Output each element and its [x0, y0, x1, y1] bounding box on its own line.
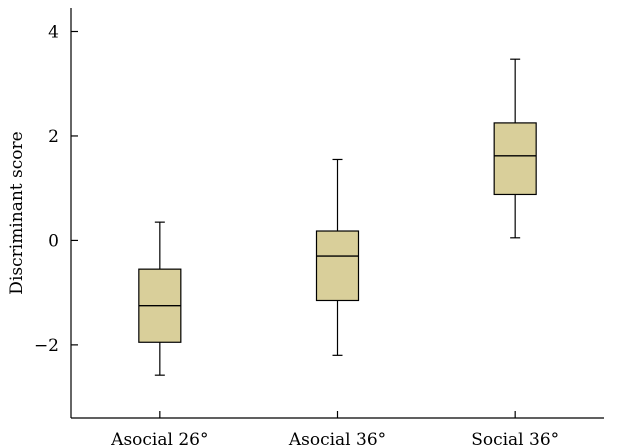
- iqr-box: [493, 122, 537, 196]
- x-tick-label: Asocial 36°: [288, 430, 386, 448]
- y-ticks: −2 0 2 4: [34, 23, 78, 356]
- box-group: [493, 58, 537, 239]
- x-ticks: Asocial 26° Asocial 36° Social 36°: [110, 411, 559, 448]
- x-tick-label: Social 36°: [471, 430, 559, 448]
- y-tick-label: 0: [48, 231, 59, 251]
- boxes: [138, 58, 537, 376]
- y-tick-label: −2: [34, 336, 59, 356]
- box-group: [315, 158, 360, 356]
- iqr-box: [315, 230, 360, 302]
- x-tick-label: Asocial 26°: [110, 430, 208, 448]
- y-tick-label: 2: [48, 127, 59, 147]
- y-axis-title: Discriminant score: [7, 131, 27, 294]
- box-group: [138, 221, 182, 376]
- y-tick-label: 4: [48, 23, 59, 43]
